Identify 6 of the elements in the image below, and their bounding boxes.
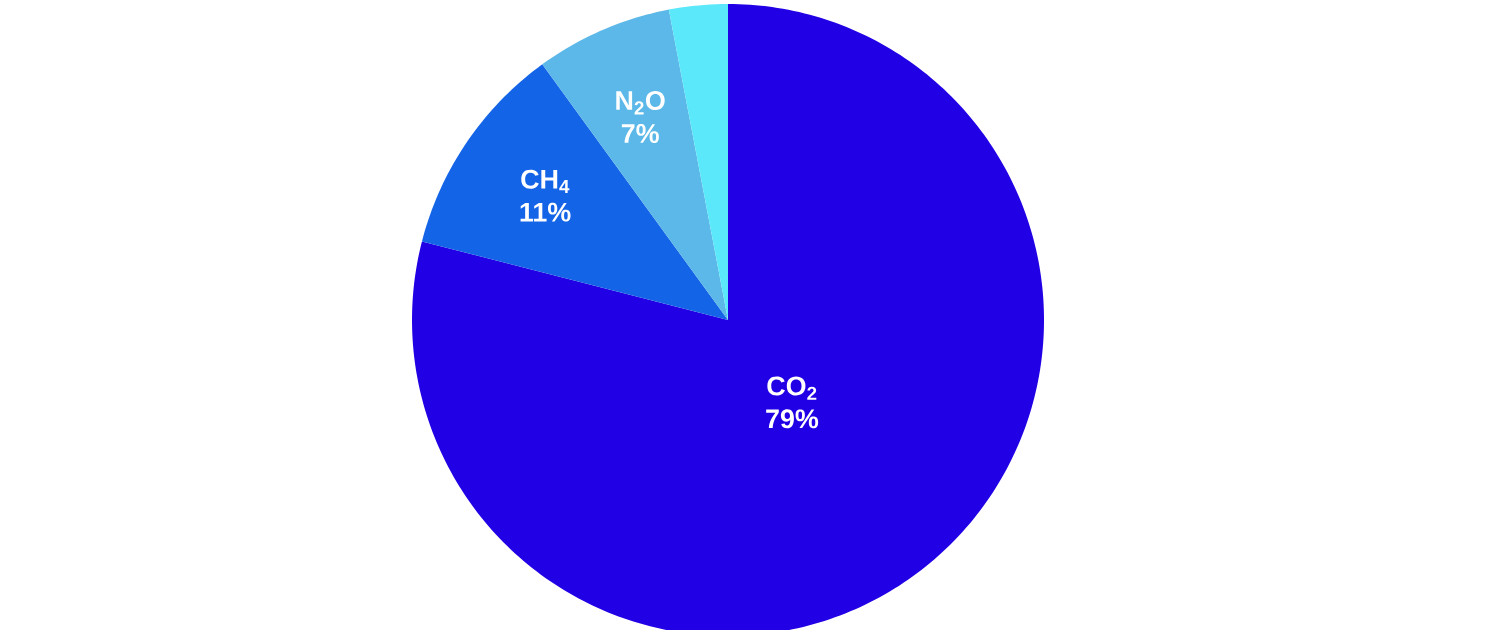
data-label: 11% — [520, 202, 571, 222]
data-label: 7% — [621, 124, 659, 143]
data-label: 79% — [766, 409, 819, 429]
slice-label: N$_{2}$O — [616, 91, 665, 115]
slice-label: CO$_{2}$ — [767, 376, 817, 400]
slice-label: CH$_{4}$ — [521, 169, 570, 193]
